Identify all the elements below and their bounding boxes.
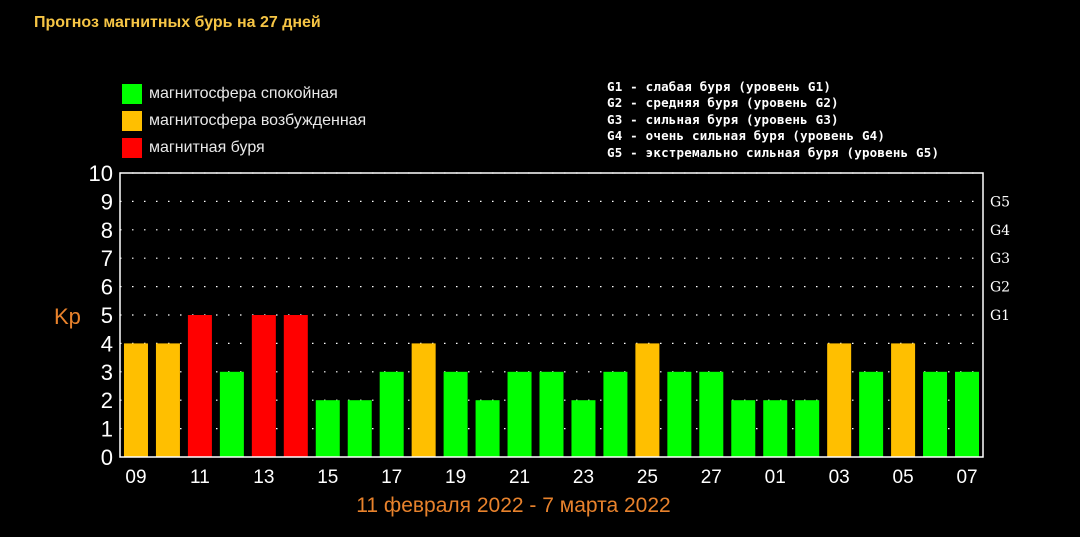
date-range-label: 11 февраля 2022 - 7 марта 2022 xyxy=(356,494,671,517)
legend-swatch-active xyxy=(122,110,142,131)
bar-18 xyxy=(411,343,436,457)
x-tick-label: 15 xyxy=(317,467,338,488)
bar-05 xyxy=(891,343,916,457)
x-tick-label: 13 xyxy=(253,467,274,488)
y-tick-label: 9 xyxy=(101,189,113,214)
legend-item-storm: магнитная буря xyxy=(122,134,366,161)
bar-04 xyxy=(859,371,884,457)
y-tick-label: 4 xyxy=(101,331,113,356)
bar-11 xyxy=(187,315,212,457)
x-tick-label: 05 xyxy=(893,467,914,488)
g-level-label-g3: G3 xyxy=(990,251,1010,267)
bar-16 xyxy=(347,400,372,457)
color-legend: магнитосфера спокойная магнитосфера возб… xyxy=(122,80,366,161)
x-tick-label: 03 xyxy=(829,467,850,488)
bar-10 xyxy=(155,343,180,457)
y-tick-label: 5 xyxy=(101,303,113,328)
g-legend-g2: G2 - средняя буря (уровень G2) xyxy=(607,95,839,111)
x-tick-label: 09 xyxy=(125,467,146,488)
bar-13 xyxy=(251,315,276,457)
bar-23 xyxy=(571,400,596,457)
g-legend-g3: G3 - сильная буря (уровень G3) xyxy=(607,111,839,127)
legend-label-active: магнитосфера возбужденная xyxy=(149,111,367,129)
bar-12 xyxy=(219,371,244,457)
y-tick-label: 3 xyxy=(101,360,113,385)
x-tick-label: 23 xyxy=(573,467,594,488)
y-tick-label: 7 xyxy=(101,246,113,271)
x-tick-label: 01 xyxy=(765,467,786,488)
bar-24 xyxy=(603,371,628,457)
bar-28 xyxy=(731,400,756,457)
x-tick-label: 21 xyxy=(509,467,530,488)
y-tick-label: 8 xyxy=(101,218,113,243)
legend-swatch-storm xyxy=(122,137,142,158)
y-tick-label: 1 xyxy=(101,417,113,442)
g-level-label-g5: G5 xyxy=(990,194,1010,210)
g-legend-g4: G4 - очень сильная буря (уровень G4) xyxy=(607,128,886,144)
x-tick-label: 27 xyxy=(701,467,722,488)
x-tick-label: 25 xyxy=(637,467,658,488)
x-tick-label: 11 xyxy=(190,467,210,488)
bar-02 xyxy=(795,400,820,457)
legend-label-storm: магнитная буря xyxy=(149,138,265,156)
bar-07 xyxy=(955,371,980,457)
bar-25 xyxy=(635,343,660,457)
y-tick-label: 6 xyxy=(101,275,113,300)
bar-09 xyxy=(123,343,148,457)
y-tick-label: 0 xyxy=(101,445,113,470)
legend-label-quiet: магнитосфера спокойная xyxy=(149,84,338,102)
bar-01 xyxy=(763,400,788,457)
legend-item-active: магнитосфера возбужденная xyxy=(122,107,366,134)
g-level-label-g4: G4 xyxy=(990,223,1010,239)
x-tick-label: 19 xyxy=(445,467,466,488)
bar-27 xyxy=(699,371,724,457)
bar-20 xyxy=(475,400,500,457)
bar-26 xyxy=(667,371,692,457)
plot-frame xyxy=(119,172,984,458)
g-legend-g1: G1 - слабая буря (уровень G1) xyxy=(607,79,832,94)
y-tick-label: 2 xyxy=(101,388,113,413)
g-level-label-g2: G2 xyxy=(990,280,1010,296)
legend-swatch-quiet xyxy=(122,83,142,104)
bar-22 xyxy=(539,371,564,457)
legend-item-quiet: магнитосфера спокойная xyxy=(122,80,366,107)
g-level-label-g1: G1 xyxy=(990,308,1010,324)
x-tick-label: 17 xyxy=(381,467,402,488)
g-legend-g5: G5 - экстремально сильная буря (уровень … xyxy=(607,144,940,160)
x-tick-label: 07 xyxy=(956,467,977,488)
bar-03 xyxy=(827,343,852,457)
bar-17 xyxy=(379,371,404,457)
y-tick-label: 10 xyxy=(89,161,113,186)
bar-06 xyxy=(923,371,948,457)
bar-15 xyxy=(315,400,340,457)
bar-21 xyxy=(507,371,532,457)
chart-title: Прогноз магнитных бурь на 27 дней xyxy=(34,14,321,31)
bar-14 xyxy=(283,315,308,457)
bar-19 xyxy=(443,371,468,457)
y-axis-label: Kp xyxy=(54,304,81,329)
g-level-legend: G1 - слабая буря (уровень G1) G2 - средн… xyxy=(607,79,939,161)
